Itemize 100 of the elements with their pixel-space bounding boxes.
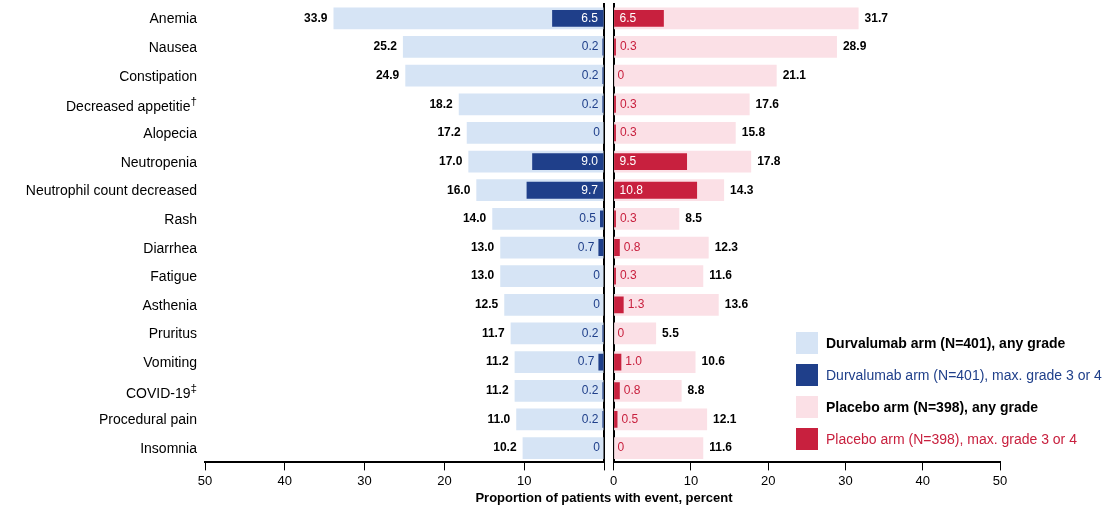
data-label: 0 xyxy=(593,440,601,455)
legend-label: Placebo arm (N=398), max. grade 3 or 4 xyxy=(826,431,1077,448)
bar xyxy=(510,322,604,345)
bar xyxy=(522,437,604,459)
bar xyxy=(516,408,604,431)
data-label: 8.5 xyxy=(685,211,703,226)
bar xyxy=(402,36,604,58)
y-tick-label: Nausea xyxy=(148,38,197,55)
data-label: 0.2 xyxy=(581,96,599,111)
data-label: 10.6 xyxy=(701,354,726,369)
data-label: 0.5 xyxy=(621,411,639,426)
bar xyxy=(500,236,604,259)
data-label: 0.7 xyxy=(577,239,595,254)
data-label: 11.6 xyxy=(709,268,733,283)
data-label: 5.5 xyxy=(662,325,680,340)
bar xyxy=(614,408,708,431)
data-label: 11.6 xyxy=(709,440,733,455)
legend-label: Durvalumab arm (N=401), any grade xyxy=(826,335,1066,352)
data-label: 8.8 xyxy=(687,383,705,398)
data-label: 0 xyxy=(593,268,601,283)
y-tick-label: Alopecia xyxy=(143,124,197,141)
data-label: 0.2 xyxy=(581,411,599,426)
data-label: 13.6 xyxy=(724,297,749,312)
bar xyxy=(500,265,604,288)
bar xyxy=(514,379,604,402)
bar xyxy=(514,351,604,374)
y-tick-label: Diarrhea xyxy=(143,239,197,256)
data-label: 0.5 xyxy=(579,211,597,226)
data-label: 9.5 xyxy=(619,153,637,168)
data-label: 31.7 xyxy=(864,10,889,25)
bar xyxy=(614,379,682,402)
data-label: 14.0 xyxy=(462,211,487,226)
data-label: 9.0 xyxy=(581,153,599,168)
y-tick-label: Vomiting xyxy=(143,354,197,371)
x-tick-label: 10 xyxy=(683,472,699,488)
bar xyxy=(614,9,664,27)
bar xyxy=(614,296,624,314)
data-label: 0.7 xyxy=(577,354,595,369)
data-label: 0.2 xyxy=(581,325,599,340)
data-label: 1.3 xyxy=(627,297,645,312)
bar xyxy=(614,265,704,288)
data-label: 11.2 xyxy=(485,383,509,398)
data-label: 11.2 xyxy=(485,354,509,369)
x-tick-label: 40 xyxy=(915,472,930,488)
bar xyxy=(614,382,620,400)
bar xyxy=(526,181,604,199)
x-tick-label: 50 xyxy=(992,472,1008,488)
bar xyxy=(466,122,604,144)
data-label: 14.3 xyxy=(730,182,754,197)
data-label: 13.0 xyxy=(470,268,495,283)
x-axis-title: Proportion of patients with event, percent xyxy=(475,490,733,506)
x-tick-label: 20 xyxy=(760,472,776,488)
y-tick-label: Pruritus xyxy=(148,325,197,342)
bar xyxy=(532,153,604,171)
bar xyxy=(600,210,604,228)
x-tick-label: 0 xyxy=(610,472,618,488)
y-tick-label: Decreased appetitie$^{†}$ xyxy=(65,94,197,115)
data-label: 6.5 xyxy=(619,10,637,25)
data-label: 24.9 xyxy=(375,67,400,82)
y-tick-label: Neutropenia xyxy=(120,153,197,170)
data-label: 11.7 xyxy=(481,325,505,340)
bar xyxy=(614,153,688,171)
data-label: 10.8 xyxy=(619,182,644,197)
data-label: 0 xyxy=(617,325,625,340)
data-label: 0.3 xyxy=(619,211,637,226)
bar xyxy=(598,239,604,256)
data-label: 17.6 xyxy=(755,96,780,111)
y-tick-label: Insomnia xyxy=(140,440,197,457)
data-label: 16.0 xyxy=(446,182,471,197)
data-label: 15.8 xyxy=(741,125,766,140)
bar xyxy=(614,181,698,199)
bar xyxy=(614,437,704,459)
bar xyxy=(405,64,604,87)
bar xyxy=(614,207,680,230)
data-label: 1.0 xyxy=(625,354,643,369)
y-tick-label: COVID-19$^{‡}$ xyxy=(125,380,197,401)
data-label: 0.2 xyxy=(581,383,599,398)
data-label: 12.1 xyxy=(713,411,737,426)
data-label: 17.0 xyxy=(438,153,463,168)
y-tick-label: Fatigue xyxy=(150,268,197,285)
data-label: 6.5 xyxy=(581,10,599,25)
data-label: 0.3 xyxy=(619,39,637,54)
bar xyxy=(598,353,604,371)
y-tick-label: Rash xyxy=(164,210,197,227)
data-label: 0 xyxy=(593,125,601,140)
data-label: 0 xyxy=(617,440,625,455)
legend-label: Placebo arm (N=398), any grade xyxy=(826,399,1039,416)
data-label: 0.2 xyxy=(581,67,599,82)
x-tick-label: 50 xyxy=(197,472,213,488)
bar xyxy=(614,36,837,58)
data-label: 18.2 xyxy=(429,96,454,111)
bar xyxy=(614,351,696,374)
bar xyxy=(504,293,604,316)
y-tick-label: Asthenia xyxy=(142,296,197,313)
bar xyxy=(614,122,736,144)
data-label: 28.9 xyxy=(842,39,867,54)
data-label: 12.5 xyxy=(474,297,499,312)
data-label: 0.2 xyxy=(581,39,599,54)
bar xyxy=(614,236,709,259)
data-label: 12.3 xyxy=(714,239,739,254)
